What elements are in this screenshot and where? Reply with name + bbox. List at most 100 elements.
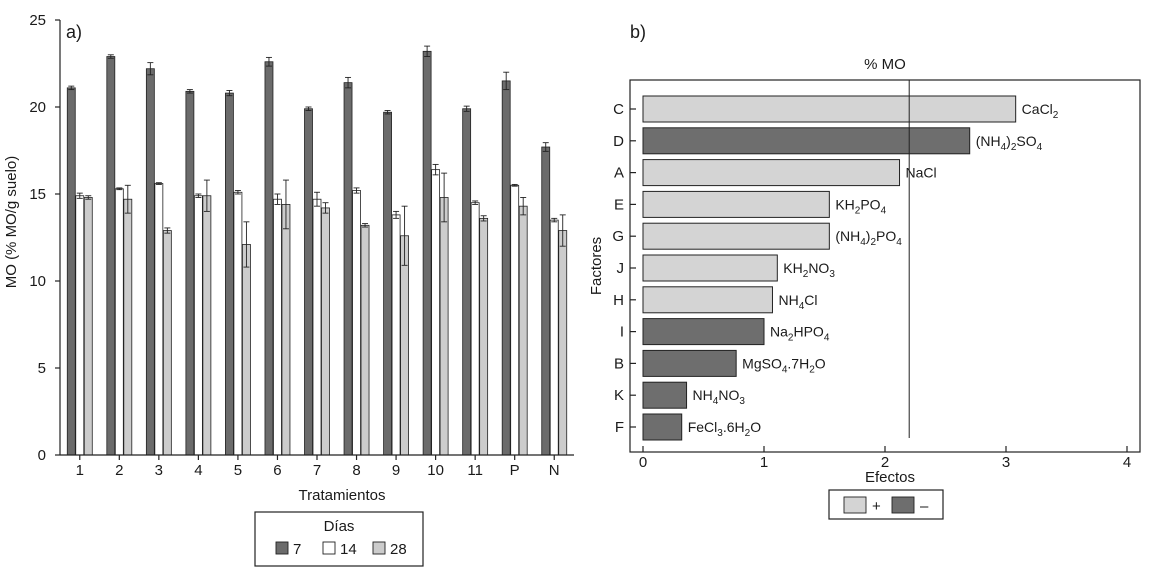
compound-label-K: NH4NO3 [693,387,746,407]
bar-day-7-treatment-2 [106,56,116,456]
legend-label-positive: + [872,498,881,515]
y-tick-label: 20 [29,99,46,116]
legend-label-day-28: 28 [390,541,407,558]
bar-day-28-treatment-5 [242,244,251,456]
bar-day-7-treatment-5 [225,92,234,456]
bar-day-7-treatment-8 [343,82,353,456]
subscript: 2 [1053,110,1059,121]
formula-part: CaCl [1022,101,1053,117]
bar-day-7-treatment-N [541,146,551,456]
x-tick-label: 1 [760,454,768,471]
panel-a-label: a) [66,22,82,42]
legend-title: Días [324,518,355,535]
panel-b-legend: + – [828,489,944,520]
effect-bar-K [642,381,688,409]
formula-part: ) [1006,133,1011,149]
panel-a-y-axis-title: MO (% MO/g suelo) [3,156,20,289]
bar-day-14-treatment-4 [193,195,203,456]
panel-b-label: b) [630,22,646,42]
x-tick-label: 1 [76,462,84,479]
effect-bar-G [642,222,830,250]
bar-day-7-treatment-10 [422,50,432,456]
formula-part: SO [1016,133,1036,149]
factor-label-D: D [613,133,624,150]
formula-part: .6H [723,419,745,435]
effect-bar-C [642,95,1017,123]
bar-day-28-treatment-11 [479,217,489,456]
x-tick-label: 3 [155,462,163,479]
subscript: 4 [713,396,719,407]
bar-day-14-treatment-9 [391,214,401,456]
bar-day-7-treatment-1 [66,87,76,456]
bar-day-14-treatment-1 [75,195,85,456]
y-tick-label: 15 [29,186,46,203]
legend-label-day-14: 14 [340,541,357,558]
effect-bar-E [642,190,830,218]
legend-label-day-7: 7 [293,541,301,558]
bar-day-14-treatment-3 [154,183,164,456]
y-tick-label: 10 [29,273,46,290]
formula-part: FeCl [688,419,718,435]
formula-part: NaCl [906,165,937,181]
subscript: 4 [1001,142,1007,153]
bar-day-28-treatment-8 [360,224,370,456]
factor-label-B: B [614,355,624,372]
bar-day-28-treatment-1 [83,197,93,456]
effect-bar-F [642,413,683,441]
panel-a-legend: Días 7 14 28 [254,511,424,567]
bar-day-7-treatment-7 [304,108,313,456]
subscript: 3 [739,396,745,407]
y-tick-label: 5 [38,360,46,377]
x-tick-label: 3 [1002,454,1010,471]
formula-part: NO [808,260,829,276]
subscript: 4 [824,333,830,344]
legend-swatch-negative [891,496,915,514]
factor-label-J: J [617,260,625,277]
x-tick-label: 11 [467,462,483,479]
bar-day-14-treatment-8 [352,190,361,456]
bar-day-28-treatment-6 [281,204,291,456]
formula-part: KH [783,260,802,276]
bar-day-28-treatment-3 [162,230,172,456]
effect-bar-B [642,349,737,377]
panel-a-chart: a) MO (% MO/g suelo) Tratamientos 051015… [3,12,574,567]
factor-label-A: A [614,165,624,182]
y-tick-label: 25 [29,12,46,29]
factor-label-I: I [620,324,624,341]
bar-day-28-treatment-2 [123,198,133,456]
bar-day-28-treatment-P [518,205,528,456]
x-tick-label: 5 [234,462,242,479]
x-tick-label: 7 [313,462,321,479]
x-tick-label: 2 [881,454,889,471]
factor-label-G: G [612,228,624,245]
bar-day-14-treatment-5 [233,191,243,456]
factor-label-E: E [614,196,624,213]
bar-day-7-treatment-P [501,80,511,456]
compound-label-B: MgSO4.7H2O [742,355,826,375]
subscript: 4 [896,237,902,248]
subscript: 4 [860,237,866,248]
x-tick-label: 4 [1123,454,1131,471]
bar-day-28-treatment-4 [202,195,212,456]
bar-day-14-treatment-2 [114,188,124,456]
bar-day-7-treatment-9 [383,111,392,456]
subscript: 4 [1037,142,1043,153]
x-tick-label: N [549,462,560,479]
bar-day-14-treatment-7 [312,198,322,456]
formula-part: O [750,419,761,435]
subscript: 2 [788,333,794,344]
panel-b-x-axis-title: Efectos [865,469,915,486]
formula-part: PO [876,228,896,244]
effect-bar-D [642,127,971,155]
bar-day-28-treatment-N [558,230,568,456]
legend-box [254,511,424,567]
formula-part: O [815,355,826,371]
bar-day-14-treatment-P [510,184,520,456]
bar-day-7-treatment-3 [145,68,155,456]
factor-label-H: H [613,292,624,309]
formula-part: Cl [804,292,817,308]
subscript: 2 [870,237,876,248]
x-tick-label: P [510,462,520,479]
effect-bar-I [642,318,765,346]
bar-day-28-treatment-10 [439,197,449,456]
